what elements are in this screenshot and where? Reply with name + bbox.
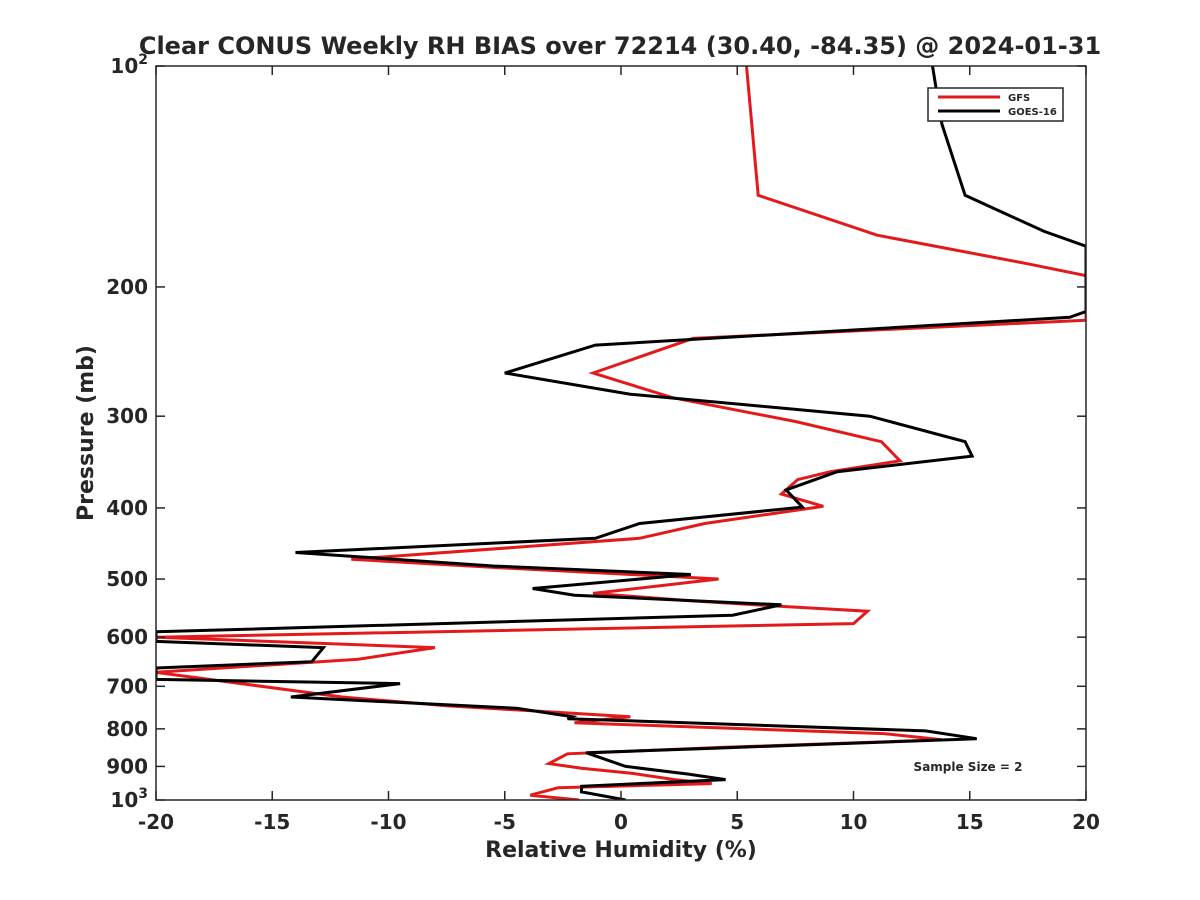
x-axis: -20 -15 -10 -5 0 5 10 15 20 bbox=[138, 66, 1100, 834]
y-axis: 102 200 300 400 500 600 700 800 900 103 bbox=[106, 52, 1086, 812]
legend-box bbox=[927, 87, 1064, 122]
y-tick-label: 300 bbox=[106, 404, 148, 428]
x-tick-label: 5 bbox=[730, 810, 744, 834]
y-tick-label: 900 bbox=[106, 754, 148, 778]
x-tick-label: -5 bbox=[494, 810, 516, 834]
x-axis-label: Relative Humidity (%) bbox=[485, 838, 757, 863]
x-tick-label: 10 bbox=[840, 810, 868, 834]
x-tick-label: -10 bbox=[370, 810, 406, 834]
x-tick-label: -15 bbox=[254, 810, 290, 834]
x-tick-label: 15 bbox=[956, 810, 984, 834]
y-tick-label: 103 bbox=[110, 786, 148, 812]
y-axis-label: Pressure (mb) bbox=[74, 345, 99, 521]
y-tick-label: 102 bbox=[110, 52, 148, 78]
series-line-gfs bbox=[156, 66, 1086, 800]
x-tick-label: 20 bbox=[1072, 810, 1100, 834]
y-tick-label: 600 bbox=[106, 625, 148, 649]
legend: GFS GOES-16 bbox=[927, 87, 1064, 122]
chart-title: Clear CONUS Weekly RH BIAS over 72214 (3… bbox=[139, 32, 1101, 60]
series-layer bbox=[156, 66, 1086, 800]
x-tick-label: -20 bbox=[138, 810, 174, 834]
y-tick-label: 400 bbox=[106, 496, 148, 520]
x-tick-label: 0 bbox=[614, 810, 628, 834]
y-tick-label: 200 bbox=[106, 275, 148, 299]
y-tick-label: 700 bbox=[106, 674, 148, 698]
sample-size-annotation: Sample Size = 2 bbox=[914, 760, 1023, 774]
legend-label-goes16: GOES-16 bbox=[1008, 107, 1057, 118]
legend-label-gfs: GFS bbox=[1008, 93, 1030, 104]
y-tick-label: 800 bbox=[106, 717, 148, 741]
plot-area bbox=[155, 65, 1087, 801]
series-line-goes16 bbox=[156, 66, 1086, 800]
y-tick-label: 500 bbox=[106, 567, 148, 591]
